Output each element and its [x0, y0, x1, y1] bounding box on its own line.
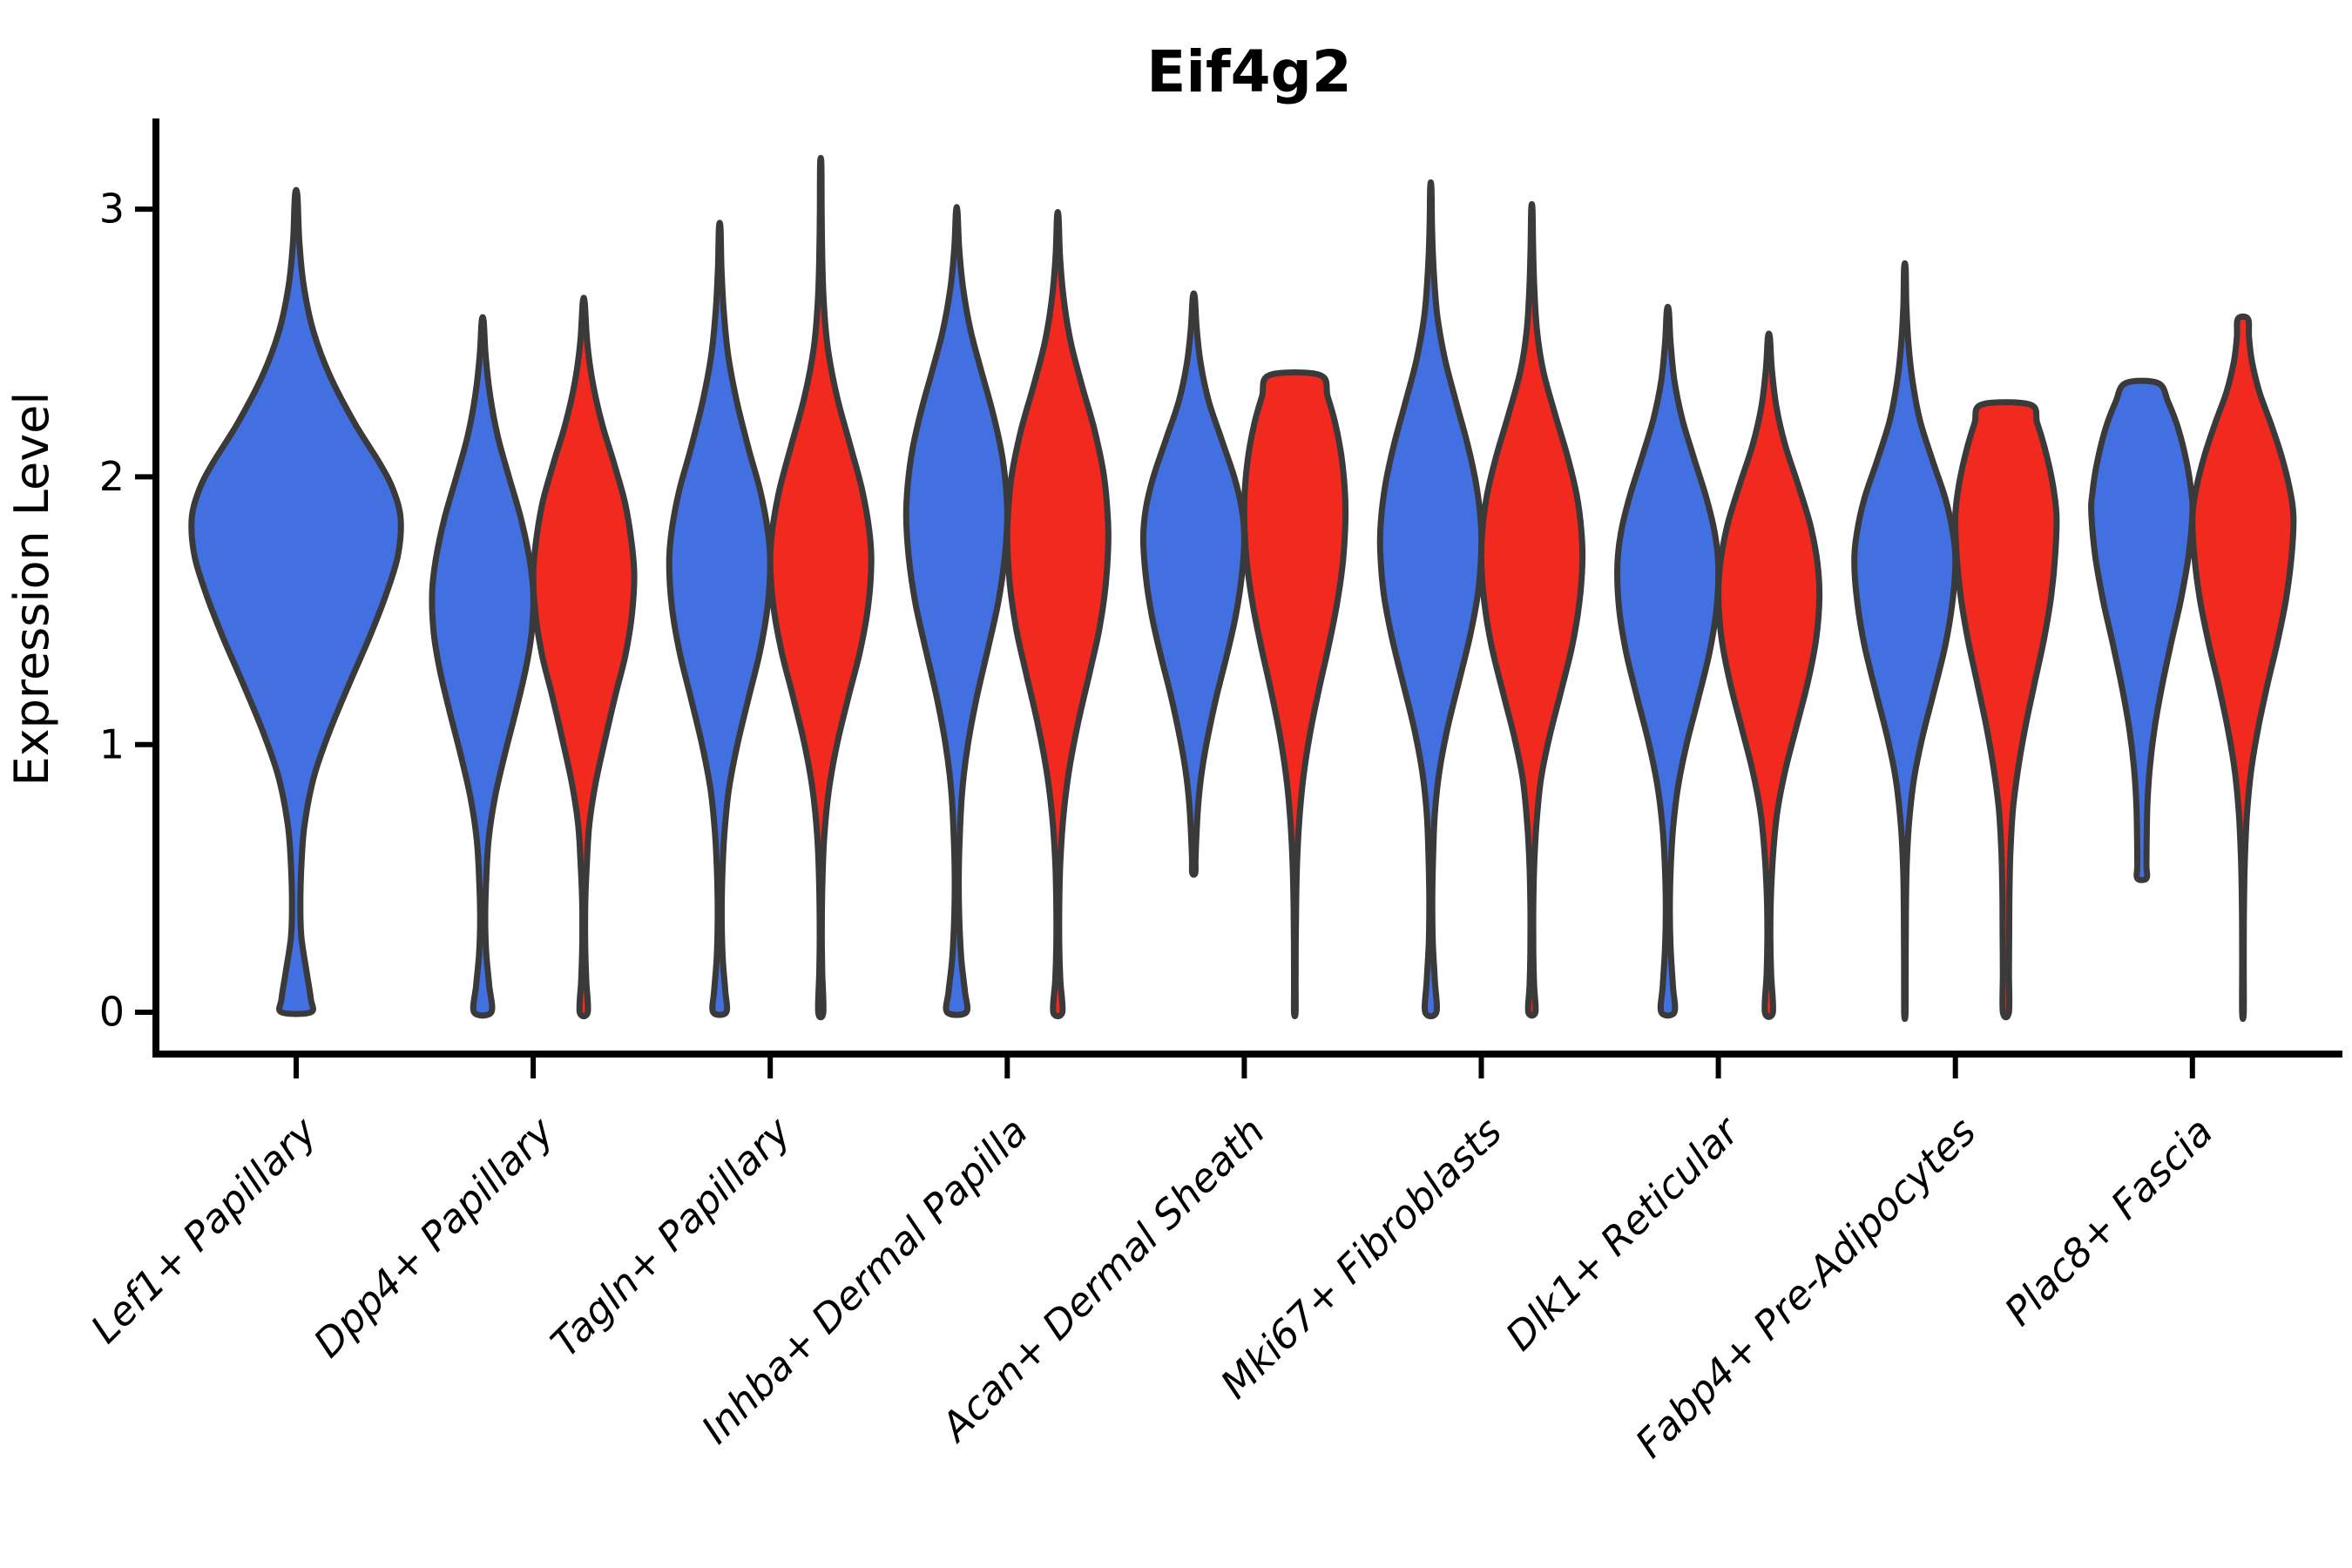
violin-inhba-dermal-papilla-blue [902, 204, 1010, 1018]
violin-dlk1-reticular-blue [1614, 303, 1722, 1019]
violin-plac8-fascia-red [2189, 313, 2297, 1023]
x-category-label: Dlk1+ Reticular [1497, 1107, 1749, 1360]
violin-plac8-fascia-blue [2088, 377, 2196, 883]
violins-layer [188, 154, 2297, 1023]
violin-mki67-fibroblasts-red [1477, 200, 1586, 1019]
violin-acan-dermal-sheath-red [1240, 369, 1349, 1020]
y-axis-label: Expression Level [4, 392, 59, 787]
violin-mki67-fibroblasts-blue [1376, 179, 1485, 1020]
violin-fabp4-pre-adipocytes-red [1951, 399, 2060, 1021]
violin-dpp4-papillary-red [530, 294, 638, 1020]
violin-acan-dermal-sheath-blue [1139, 290, 1247, 878]
x-category-label: Lef1+ Papillary [82, 1107, 327, 1352]
violin-dpp4-papillary-blue [429, 314, 537, 1019]
x-category-label: Plac8+ Fascia [1996, 1108, 2222, 1335]
violin-fabp4-pre-adipocytes-blue [1851, 260, 1959, 1023]
chart-title: Eif4g2 [1146, 38, 1352, 105]
x-category-label: Dpp4+ Papillary [305, 1107, 564, 1366]
y-tick-label: 1 [99, 720, 125, 767]
y-tick-label: 3 [99, 186, 125, 233]
violin-tagln-papillary-red [767, 154, 875, 1021]
y-tick-label: 0 [99, 989, 125, 1036]
violin-inhba-dermal-papilla-red [1004, 209, 1112, 1020]
violin-lef1-papillary-blue [188, 186, 404, 1017]
violin-dlk1-reticular-red [1715, 330, 1823, 1020]
x-category-label: Tagln+ Papillary [542, 1107, 801, 1366]
y-tick-label: 2 [99, 453, 125, 500]
violin-tagln-papillary-blue [666, 220, 774, 1018]
